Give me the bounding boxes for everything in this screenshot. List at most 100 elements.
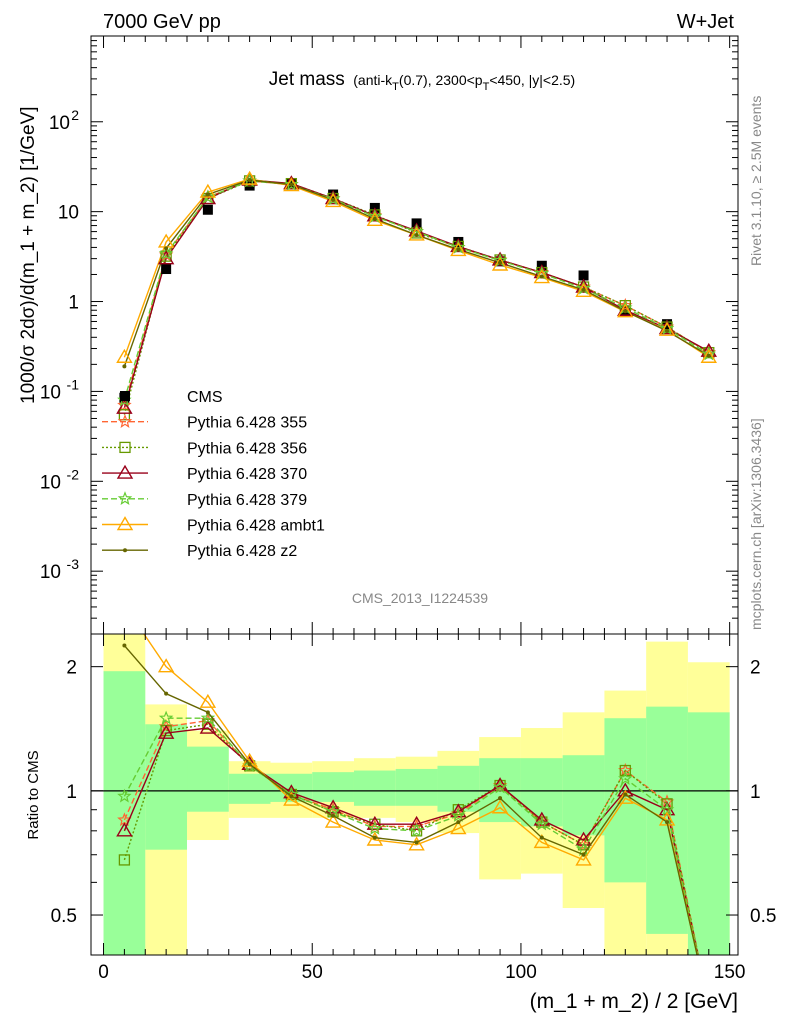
main-y-tick-label: 10 [58,203,79,224]
point-pythia-6-428-ambt1 [658,321,676,336]
ratio-point-pythia-6-428-ambt1 [575,851,592,866]
point-pythia-6-428-ambt1 [533,269,551,284]
main-series-layer [116,170,717,421]
ratio-y-axis-label: Ratio to CMS [25,750,42,839]
point-pythia-6-428-379 [200,189,216,204]
ratio-point-pythia-6-428-379 [409,823,424,838]
ratio-uncertainty-bands [91,634,738,955]
ratio-point-pythia-6-428-z2 [122,643,127,648]
point-cms [578,270,589,281]
point-pythia-6-428-370 [617,301,634,316]
point-pythia-6-428-370 [658,320,676,335]
point-pythia-6-428-ambt1 [700,348,717,363]
point-pythia-6-428-z2 [122,364,127,369]
ratio-line-pythia-6-428-356 [123,723,699,955]
main-y-tick-label: 10 [49,113,70,134]
point-pythia-6-428-z2 [372,216,377,221]
ratio-point-pythia-6-428-z2 [205,710,210,715]
ratio-y-tick-label-right: 0.5 [750,906,776,927]
legend: CMS Pythia 6.428 355 Pythia 6.428 356 Pythi… [102,389,325,560]
x-tick-label: 50 [302,962,323,983]
point-pythia-6-428-z2 [289,182,294,187]
ratio-point-pythia-6-428-z2 [331,813,336,818]
ratio-y-tick-label: 0.5 [51,906,77,927]
ratio-point-pythia-6-428-370 [658,801,676,816]
x-tick-label: 100 [505,962,537,983]
legend-label-pythia-6-428-z2: Pythia 6.428 z2 [187,543,297,560]
ratio-axes: 0.5 0.5 1 1 2 2 0 50 100 150 [51,634,776,983]
point-pythia-6-428-355 [117,397,132,412]
ratio-point-pythia-6-428-ambt1 [450,820,467,835]
band-inner [145,724,188,850]
main-y-tick-label: 1 [68,293,79,314]
band-inner [187,746,229,812]
point-pythia-6-428-z2 [706,353,711,358]
ratio-point-pythia-6-428-355 [158,719,174,733]
ratio-point-pythia-6-428-ambt1 [533,833,551,849]
ratio-point-pythia-6-428-356 [118,854,131,866]
legend-marker-cms [120,391,130,401]
main-y-tick-exponent: -2 [67,466,80,482]
ratio-point-pythia-6-428-z2 [372,835,377,840]
ratio-point-pythia-6-428-356 [661,798,673,810]
point-pythia-6-428-370 [116,399,133,414]
series-line-pythia-6-428-379 [123,180,710,401]
legend-marker-pythia-6-428-ambt1 [116,516,134,531]
ratio-point-pythia-6-428-z2 [289,794,294,799]
main-y-tick-exponent: -3 [67,556,80,572]
ratio-point-pythia-6-428-ambt1 [157,658,175,673]
band-inner [353,770,396,806]
ratio-point-pythia-6-428-z2 [539,835,544,840]
ratio-point-pythia-6-428-370 [408,815,425,830]
legend-label-pythia-6-428-370: Pythia 6.428 370 [187,466,307,483]
ratio-point-pythia-6-428-z2 [247,762,252,767]
point-pythia-6-428-z2 [665,329,670,334]
point-pythia-6-428-z2 [164,246,169,251]
point-pythia-6-428-z2 [456,247,461,252]
point-pythia-6-428-z2 [414,232,419,237]
band-inner [562,755,605,836]
point-cms [202,204,213,215]
point-pythia-6-428-ambt1 [575,282,592,297]
energy-label: 7000 GeV pp [103,11,221,33]
point-pythia-6-428-355 [618,297,633,312]
main-title: Jet mass (anti-kT(0.7), 2300<pT<450, |y|… [269,69,575,93]
legend-label-cms: CMS [187,389,223,406]
point-pythia-6-428-379 [284,176,299,191]
point-pythia-6-428-z2 [539,274,544,279]
ratio-y-tick-label-right: 1 [750,782,761,803]
band-inner [312,772,354,802]
analysis-id-label: CMS_2013_I1224539 [352,590,488,606]
ratio-point-pythia-6-428-ambt1 [366,831,384,846]
ratio-point-pythia-6-428-ambt1 [199,693,217,708]
point-pythia-6-428-ambt1 [241,170,258,185]
point-pythia-6-428-z2 [205,192,210,197]
point-cms [161,264,172,275]
legend-marker-pythia-6-428-355 [117,414,133,428]
ratio-series-layer [116,634,699,955]
legend-marker-pythia-6-428-z2 [123,548,127,553]
point-pythia-6-428-z2 [331,197,336,202]
ratio-point-pythia-6-428-379 [200,710,216,725]
ratio-point-pythia-6-428-370 [450,803,467,818]
source-label: mcplots.cern.ch [arXiv:1306.3436] [748,418,764,630]
ratio-point-pythia-6-428-379 [492,779,508,794]
ratio-point-pythia-6-428-379 [117,788,132,803]
ratio-point-pythia-6-428-379 [618,771,633,785]
process-label: W+Jet [677,11,735,33]
ratio-y-tick-label: 1 [66,782,77,803]
ratio-point-pythia-6-428-z2 [164,691,169,696]
ratio-point-pythia-6-428-ambt1 [408,836,425,851]
legend-label-pythia-6-428-356: Pythia 6.428 356 [187,440,307,457]
ratio-point-pythia-6-428-z2 [623,792,628,797]
point-pythia-6-428-z2 [498,260,503,265]
ratio-point-pythia-6-428-z2 [498,796,503,801]
point-pythia-6-428-ambt1 [283,177,300,192]
point-pythia-6-428-ambt1 [617,303,634,318]
point-pythia-6-428-ambt1 [199,183,217,198]
ratio-point-pythia-6-428-379 [158,710,174,725]
point-pythia-6-428-ambt1 [450,242,467,257]
ratio-point-pythia-6-428-370 [199,719,217,734]
legend-label-pythia-6-428-ambt1: Pythia 6.428 ambt1 [187,518,325,535]
